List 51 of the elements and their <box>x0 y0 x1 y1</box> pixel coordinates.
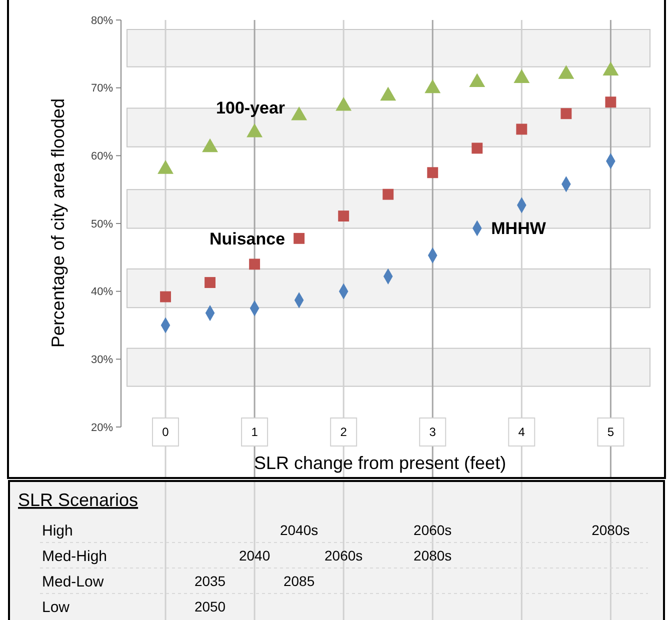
point <box>472 142 483 154</box>
text: 2060s <box>324 547 363 564</box>
category-label: Low <box>42 598 70 616</box>
point <box>160 291 171 302</box>
category-label: Med-Low <box>42 573 104 590</box>
x-tick-label: 1 <box>251 425 258 440</box>
text: 2080s <box>592 522 630 538</box>
text: 2050 <box>194 598 226 614</box>
text: 2080s <box>414 547 452 564</box>
text: SLR Scenarios <box>18 490 138 510</box>
point <box>427 167 438 178</box>
y-axis-title: Percentage of city area flooded <box>48 98 68 348</box>
y-tick-label: 70% <box>90 82 114 95</box>
y-tick-label: 80% <box>90 14 114 27</box>
text: 2040s <box>280 522 318 538</box>
point <box>469 73 486 88</box>
series-label: Nuisance <box>209 229 286 248</box>
x-tick-label: 4 <box>518 425 526 440</box>
x-axis-title: SLR change from present (feet) <box>254 453 506 473</box>
category-label: High <box>42 522 73 540</box>
x-tick-label: 5 <box>607 425 614 440</box>
x-tick-label: 3 <box>429 425 436 440</box>
text: 2060s <box>414 522 452 538</box>
y-tick-label: 50% <box>90 218 114 230</box>
point <box>249 258 260 270</box>
point <box>424 79 441 94</box>
point <box>514 69 530 83</box>
x-tick-label: 0 <box>162 425 170 440</box>
point <box>291 106 308 120</box>
text: 2035 <box>194 572 226 589</box>
point <box>204 277 216 288</box>
point <box>246 123 263 138</box>
text: 2085 <box>283 572 315 589</box>
x-tick-label: 2 <box>340 425 348 440</box>
point <box>558 65 574 79</box>
point <box>158 160 174 174</box>
point <box>336 96 352 111</box>
point <box>338 210 350 222</box>
point <box>202 138 218 152</box>
point <box>602 62 619 76</box>
y-tick-label: 20% <box>90 422 114 434</box>
text: 2040 <box>238 547 270 564</box>
point <box>294 232 305 244</box>
series-label: 100-year <box>216 98 286 118</box>
series-label: MHHW <box>491 219 547 238</box>
y-tick-label: 30% <box>90 354 114 366</box>
point <box>382 188 394 200</box>
y-tick-label: 60% <box>90 150 114 163</box>
point <box>380 86 396 101</box>
category-label: Med-High <box>42 548 108 565</box>
y-tick-label: 40% <box>90 286 114 298</box>
